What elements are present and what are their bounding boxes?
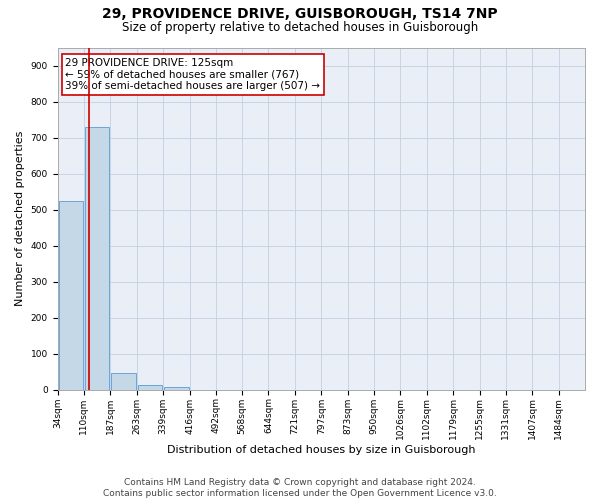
Bar xyxy=(164,387,188,390)
X-axis label: Distribution of detached houses by size in Guisborough: Distribution of detached houses by size … xyxy=(167,445,476,455)
Y-axis label: Number of detached properties: Number of detached properties xyxy=(15,131,25,306)
Text: 29, PROVIDENCE DRIVE, GUISBOROUGH, TS14 7NP: 29, PROVIDENCE DRIVE, GUISBOROUGH, TS14 … xyxy=(102,8,498,22)
Text: Size of property relative to detached houses in Guisborough: Size of property relative to detached ho… xyxy=(122,21,478,34)
Text: 29 PROVIDENCE DRIVE: 125sqm
← 59% of detached houses are smaller (767)
39% of se: 29 PROVIDENCE DRIVE: 125sqm ← 59% of det… xyxy=(65,58,320,91)
Bar xyxy=(112,373,136,390)
Text: Contains HM Land Registry data © Crown copyright and database right 2024.
Contai: Contains HM Land Registry data © Crown c… xyxy=(103,478,497,498)
Bar xyxy=(138,386,162,390)
Bar xyxy=(59,200,83,390)
Bar xyxy=(85,126,109,390)
